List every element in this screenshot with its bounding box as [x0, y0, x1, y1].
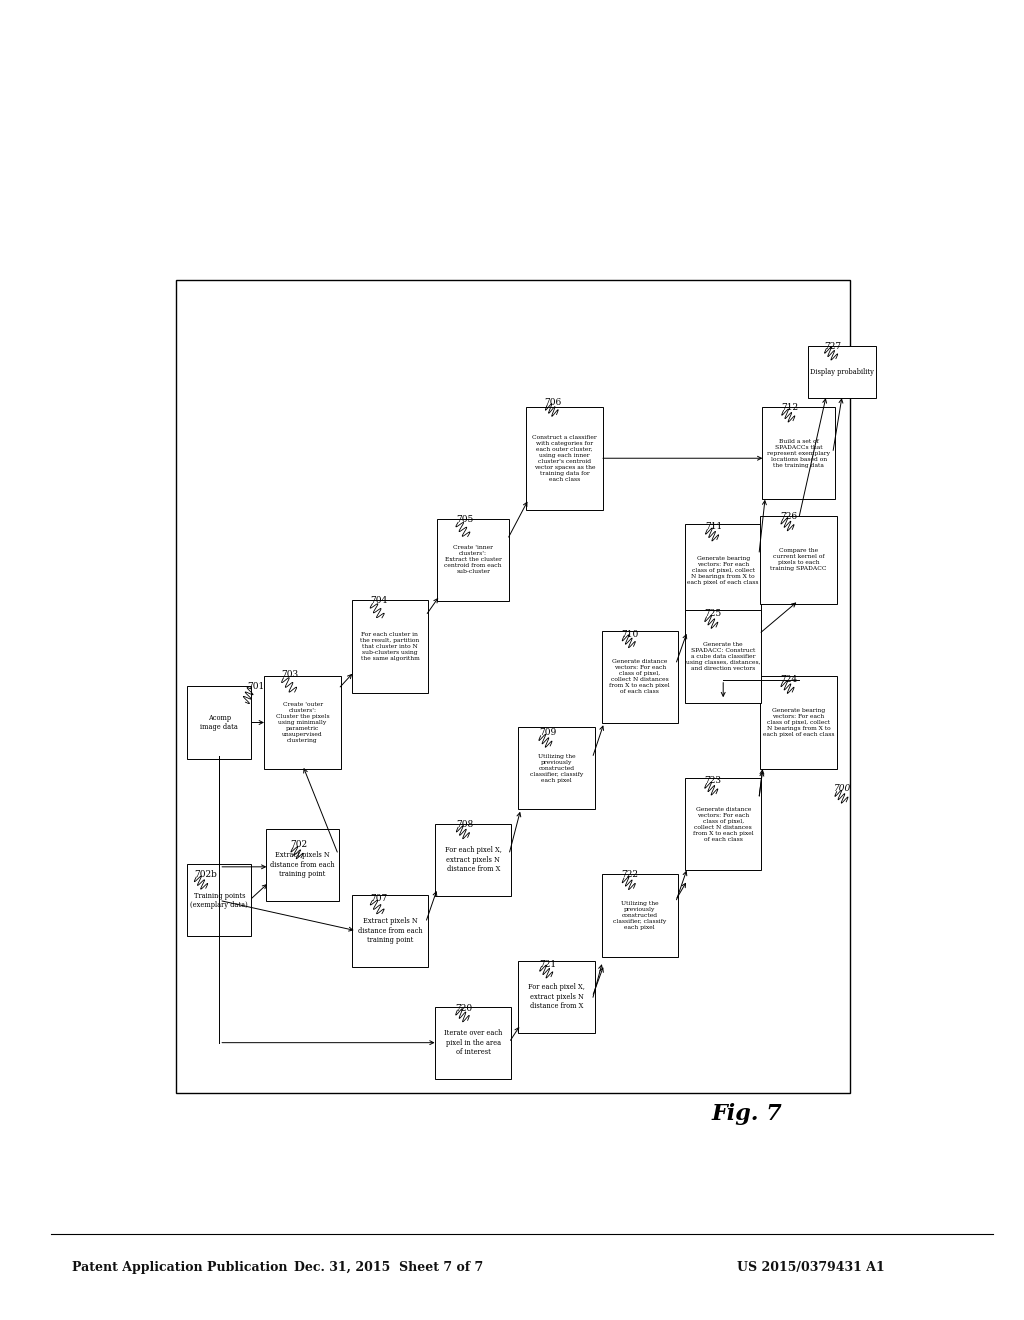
Text: 720: 720: [455, 1003, 472, 1012]
Text: For each cluster in
the result, partition
that cluster into N
sub-clusters using: For each cluster in the result, partitio…: [360, 632, 420, 661]
Text: 712: 712: [781, 403, 799, 412]
FancyBboxPatch shape: [352, 895, 428, 968]
Text: Build a set of
SPADACCs that
represent exemplary
locations based on
the training: Build a set of SPADACCs that represent e…: [767, 438, 830, 467]
Text: 723: 723: [705, 776, 721, 785]
Text: Training points
(exemplary data): Training points (exemplary data): [190, 891, 248, 909]
Text: Utilizing the
previously
constructed
classifier, classify
each pixel: Utilizing the previously constructed cla…: [529, 754, 584, 783]
Text: 727: 727: [824, 342, 841, 351]
Text: 711: 711: [705, 521, 722, 531]
FancyBboxPatch shape: [264, 676, 341, 768]
FancyBboxPatch shape: [602, 631, 678, 723]
Text: 706: 706: [545, 397, 562, 407]
Text: Generate distance
vectors: For each
class of pixel,
collect N distances
from X t: Generate distance vectors: For each clas…: [609, 659, 671, 694]
Text: Dec. 31, 2015  Sheet 7 of 7: Dec. 31, 2015 Sheet 7 of 7: [295, 1261, 483, 1274]
Text: 707: 707: [370, 894, 387, 903]
Text: Generate bearing
vectors: For each
class of pixel, collect
N bearings from X to
: Generate bearing vectors: For each class…: [763, 708, 835, 737]
FancyBboxPatch shape: [518, 961, 595, 1034]
Text: US 2015/0379431 A1: US 2015/0379431 A1: [737, 1261, 885, 1274]
Text: 702b: 702b: [194, 870, 217, 879]
FancyBboxPatch shape: [602, 874, 678, 957]
Text: Create 'outer
clusters':
Cluster the pixels
using minimally
parametric
unsupervi: Create 'outer clusters': Cluster the pix…: [275, 702, 330, 743]
Text: Generate distance
vectors: For each
class of pixel,
collect N distances
from X t: Generate distance vectors: For each clas…: [693, 807, 754, 842]
Text: 722: 722: [622, 870, 639, 879]
Text: 710: 710: [622, 630, 639, 639]
FancyBboxPatch shape: [435, 824, 511, 896]
FancyBboxPatch shape: [761, 516, 837, 603]
FancyBboxPatch shape: [266, 829, 339, 900]
Text: Acomp
image data: Acomp image data: [201, 714, 239, 731]
FancyBboxPatch shape: [437, 519, 509, 601]
Text: For each pixel X,
extract pixels N
distance from X: For each pixel X, extract pixels N dista…: [528, 983, 585, 1010]
FancyBboxPatch shape: [187, 686, 252, 759]
Text: 725: 725: [705, 610, 721, 618]
Text: 709: 709: [539, 729, 556, 737]
Text: 705: 705: [456, 515, 473, 524]
Text: Extract pixels N
distance from each
training point: Extract pixels N distance from each trai…: [357, 917, 422, 944]
Text: Compare the
current kernel of
pixels to each
training SPADACC: Compare the current kernel of pixels to …: [770, 548, 826, 572]
FancyBboxPatch shape: [352, 601, 428, 693]
FancyBboxPatch shape: [518, 727, 595, 809]
Text: Display probability: Display probability: [810, 368, 874, 376]
FancyBboxPatch shape: [808, 346, 877, 397]
Text: Create 'inner
clusters':
Extract the cluster
centroid from each
sub-cluster: Create 'inner clusters': Extract the clu…: [444, 545, 502, 574]
Text: Construct a classifier
with categories for
each outer cluster,
using each inner
: Construct a classifier with categories f…: [532, 434, 597, 482]
Text: 703: 703: [282, 671, 298, 680]
Text: 726: 726: [780, 512, 798, 520]
Text: Utilizing the
previously
constructed
classifier, classify
each pixel: Utilizing the previously constructed cla…: [613, 902, 667, 931]
FancyBboxPatch shape: [187, 865, 252, 936]
Text: 702: 702: [291, 840, 308, 849]
Text: Generate the
SPADACC: Construct
a cube data classifier
using classes, distances,: Generate the SPADACC: Construct a cube d…: [686, 642, 761, 671]
FancyBboxPatch shape: [685, 610, 761, 702]
Text: 704: 704: [370, 597, 387, 605]
Text: 724: 724: [780, 676, 798, 684]
Text: Fig. 7: Fig. 7: [712, 1102, 782, 1125]
Text: Generate bearing
vectors: For each
class of pixel, collect
N bearings from X to
: Generate bearing vectors: For each class…: [687, 556, 759, 585]
Text: 721: 721: [539, 960, 556, 969]
FancyBboxPatch shape: [685, 524, 761, 616]
FancyBboxPatch shape: [685, 777, 761, 870]
Text: Extract pixels N
distance from each
training point: Extract pixels N distance from each trai…: [270, 851, 335, 878]
FancyBboxPatch shape: [526, 407, 602, 510]
FancyBboxPatch shape: [435, 1007, 511, 1078]
Text: Iterate over each
pixel in the area
of interest: Iterate over each pixel in the area of i…: [444, 1030, 503, 1056]
Text: 701: 701: [247, 682, 264, 692]
Text: For each pixel X,
extract pixels N
distance from X: For each pixel X, extract pixels N dista…: [444, 846, 502, 874]
Text: 708: 708: [456, 820, 473, 829]
FancyBboxPatch shape: [763, 407, 835, 499]
FancyBboxPatch shape: [761, 676, 837, 768]
Text: Patent Application Publication: Patent Application Publication: [72, 1261, 287, 1274]
Text: 700: 700: [835, 784, 852, 793]
